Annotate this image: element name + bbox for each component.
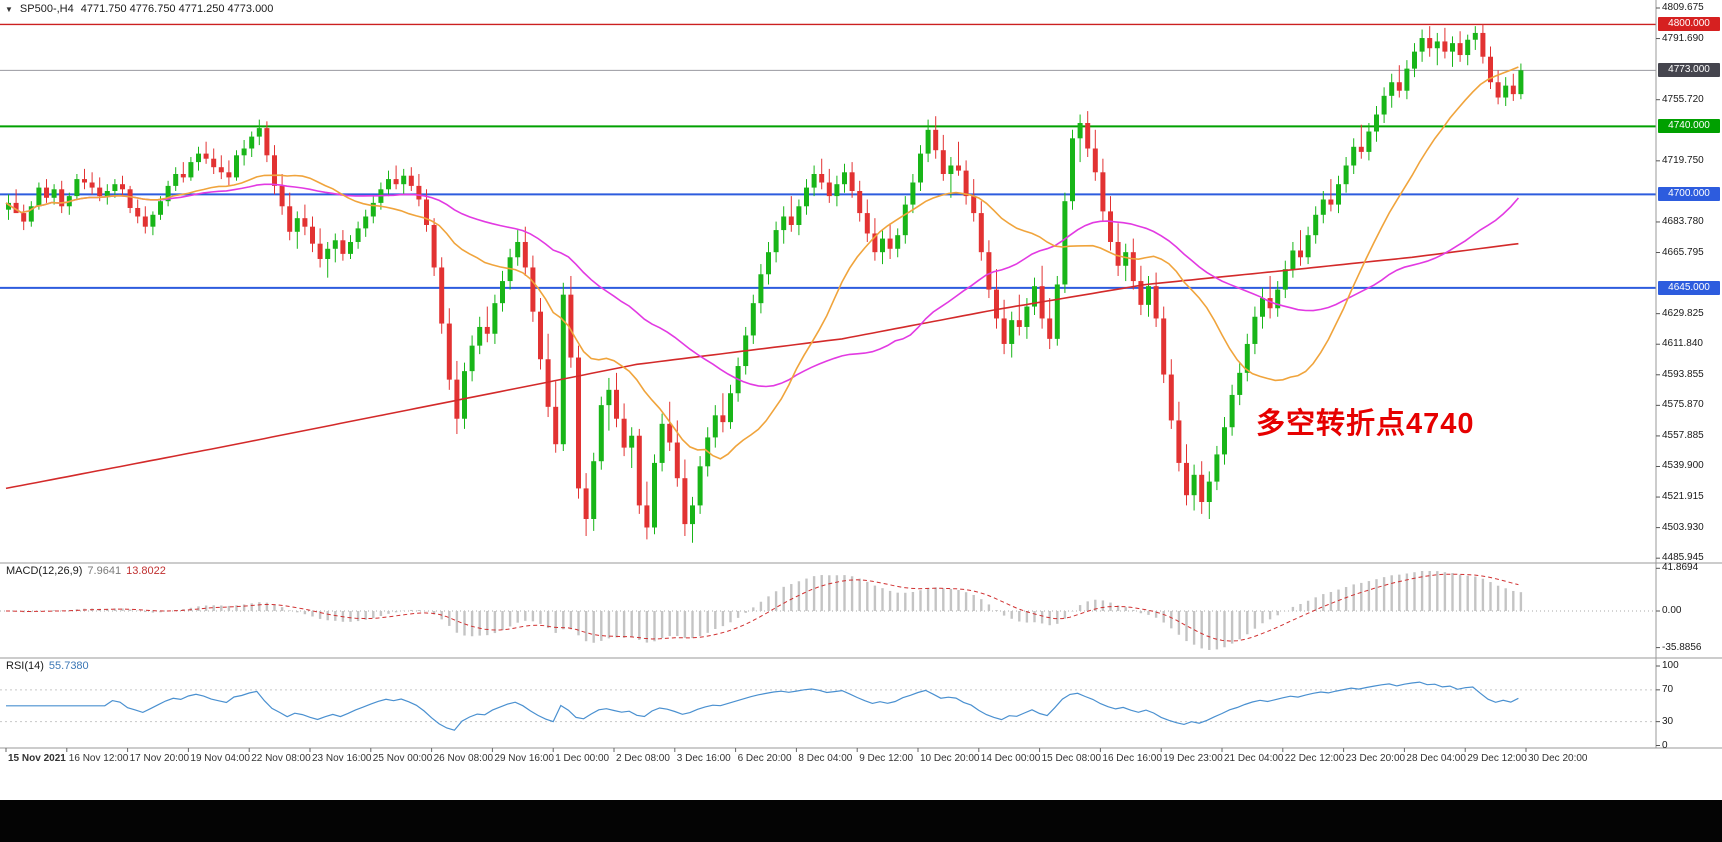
price-tick: 4719.750: [1662, 154, 1704, 166]
time-label: 23 Dec 20:00: [1345, 753, 1406, 764]
macd-tick: -35.8856: [1662, 641, 1702, 653]
time-label: 29 Nov 16:00: [494, 753, 554, 764]
price-tick: 4593.855: [1662, 368, 1704, 380]
time-label: 16 Dec 16:00: [1102, 753, 1162, 764]
symbol-timeframe: SP500-,H4: [19, 3, 74, 15]
rsi-panel: [0, 681, 1656, 731]
time-label: 10 Dec 20:00: [920, 753, 980, 764]
price-badge-4645.000[interactable]: 4645.000: [1658, 280, 1720, 295]
price-tick: 4521.915: [1662, 491, 1704, 503]
time-label: 28 Dec 04:00: [1406, 753, 1466, 764]
macd-label: MACD(12,26,9) 7.9641 13.8022: [6, 565, 166, 577]
time-label: 23 Nov 16:00: [312, 753, 372, 764]
rsi-tick: 0: [1662, 739, 1668, 751]
time-label: 19 Dec 23:00: [1163, 753, 1223, 764]
ma-slow-line: [5, 242, 1519, 490]
price-badge-4740.000[interactable]: 4740.000: [1658, 119, 1720, 134]
candles-layer: [6, 24, 1524, 543]
time-label: 15 Dec 08:00: [1041, 753, 1102, 764]
rsi-tick: 100: [1662, 660, 1679, 671]
time-label: 26 Nov 08:00: [433, 753, 494, 764]
price-tick: 4629.825: [1662, 307, 1704, 319]
chart-canvas[interactable]: [0, 0, 1722, 800]
rsi-line: [6, 681, 1519, 731]
rsi-label: RSI(14) 55.7380: [6, 660, 89, 672]
price-tick: 4683.780: [1662, 215, 1704, 227]
time-label: 29 Dec 12:00: [1467, 753, 1527, 764]
time-label: 21 Dec 04:00: [1224, 753, 1284, 764]
price-tick: 4503.930: [1662, 521, 1704, 533]
ma-mid-line: [5, 183, 1520, 388]
price-tick: 4611.840: [1662, 338, 1703, 350]
price-tick: 4665.795: [1662, 246, 1704, 258]
time-label: 15 Nov 2021: [8, 753, 66, 764]
time-label: 14 Dec 00:00: [980, 753, 1041, 764]
time-label: 17 Nov 20:00: [129, 753, 190, 764]
rsi-name: RSI(14): [6, 660, 44, 672]
rsi-value: 55.7380: [48, 660, 89, 672]
time-label: 2 Dec 08:00: [616, 753, 670, 764]
time-label: 6 Dec 20:00: [737, 753, 792, 764]
macd-value: 7.9641: [87, 565, 122, 577]
macd-name: MACD(12,26,9): [6, 565, 83, 577]
chart-header: ▼ SP500-,H4 4771.750 4776.750 4771.250 4…: [5, 3, 273, 15]
macd-signal-value: 13.8022: [126, 565, 166, 577]
price-tick: 4791.690: [1662, 32, 1704, 44]
time-label: 22 Nov 08:00: [251, 753, 311, 764]
price-tick: 4485.945: [1662, 552, 1704, 564]
separators-and-ticks: [0, 0, 1722, 752]
price-tick: 4575.870: [1662, 399, 1704, 411]
time-label: 16 Nov 12:00: [68, 753, 129, 764]
rsi-tick: 30: [1662, 715, 1674, 727]
time-label: 19 Nov 04:00: [190, 753, 250, 764]
macd-tick: 0.00: [1662, 605, 1682, 616]
macd-panel: [0, 571, 1656, 650]
time-label: 1 Dec 00:00: [555, 753, 610, 764]
price-tick: 4557.885: [1662, 429, 1704, 441]
price-badge-4800.000[interactable]: 4800.000: [1658, 17, 1720, 32]
time-label: 25 Nov 00:00: [372, 753, 433, 764]
annotation-text[interactable]: 多空转折点4740: [1256, 408, 1475, 440]
price-tick: 4539.900: [1662, 460, 1704, 472]
ohlc-readout: 4771.750 4776.750 4771.250 4773.000: [80, 3, 274, 15]
price-tick: 4809.675: [1662, 2, 1704, 13]
ma-fast-line: [5, 66, 1519, 460]
macd-signal-line: [5, 573, 1519, 642]
time-label: 8 Dec 04:00: [798, 753, 853, 764]
time-label: 22 Dec 12:00: [1284, 753, 1345, 764]
price-badge-4700.000[interactable]: 4700.000: [1658, 187, 1720, 202]
chart-menu-icon[interactable]: ▼: [5, 4, 13, 14]
time-label: 3 Dec 16:00: [676, 753, 731, 764]
moving-averages: [5, 66, 1520, 490]
rsi-tick: 70: [1662, 683, 1674, 695]
taskbar[interactable]: [0, 800, 1722, 842]
macd-tick: 41.8694: [1662, 562, 1699, 574]
price-tick: 4755.720: [1662, 93, 1704, 105]
horizontal-lines: [0, 23, 1656, 289]
price-badge-4773.000[interactable]: 4773.000: [1658, 63, 1720, 78]
time-label: 30 Dec 20:00: [1528, 753, 1588, 764]
time-label: 9 Dec 12:00: [859, 753, 914, 764]
